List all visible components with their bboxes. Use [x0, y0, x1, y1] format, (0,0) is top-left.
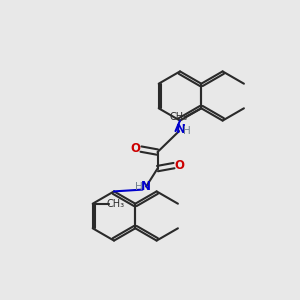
Text: N: N [141, 180, 151, 193]
Text: CH₃: CH₃ [107, 199, 125, 209]
Text: H: H [135, 182, 143, 193]
Text: N: N [176, 123, 186, 136]
Text: O: O [130, 142, 141, 155]
Text: H: H [183, 125, 191, 136]
Text: O: O [174, 158, 184, 172]
Text: CH₃: CH₃ [169, 112, 187, 122]
